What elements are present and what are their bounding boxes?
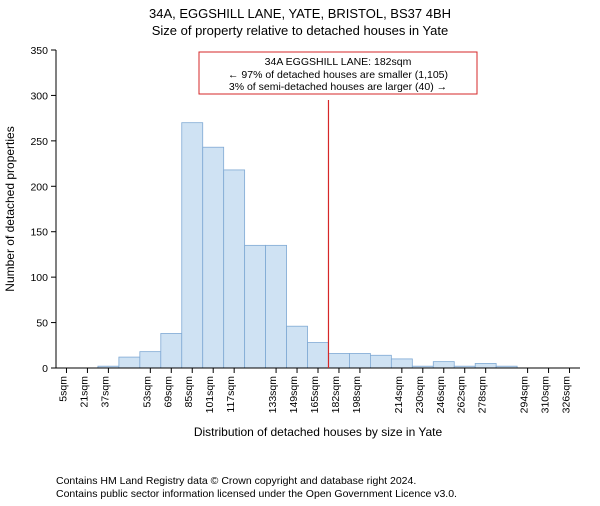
svg-text:101sqm: 101sqm — [204, 376, 216, 414]
histogram-chart: 0 50 100 150 200 250 300 350 Number of detached … — [0, 38, 600, 458]
svg-text:165sqm: 165sqm — [309, 376, 321, 414]
histogram-bar — [391, 359, 412, 368]
chart-titles: 34A, EGGSHILL LANE, YATE, BRISTOL, BS37 … — [0, 6, 600, 38]
svg-text:0: 0 — [42, 363, 48, 375]
svg-text:50: 50 — [36, 318, 48, 330]
svg-text:300: 300 — [30, 90, 48, 102]
svg-text:310sqm: 310sqm — [540, 376, 552, 414]
callout-line-1: 34A EGGSHILL LANE: 182sqm — [265, 56, 412, 68]
histogram-bar — [182, 123, 203, 368]
histogram-bar — [203, 147, 224, 368]
histogram-bar — [349, 353, 370, 368]
svg-text:230sqm: 230sqm — [414, 376, 426, 414]
histogram-bar — [370, 355, 391, 368]
title-sub: Size of property relative to detached ho… — [0, 23, 600, 38]
svg-text:Distribution of detached house: Distribution of detached houses by size … — [194, 425, 443, 439]
svg-text:117sqm: 117sqm — [225, 376, 237, 413]
svg-text:100: 100 — [30, 272, 48, 284]
svg-text:200: 200 — [30, 181, 48, 193]
histogram-bar — [140, 352, 161, 368]
histogram-bar — [266, 245, 287, 368]
svg-text:198sqm: 198sqm — [351, 376, 363, 414]
svg-text:69sqm: 69sqm — [162, 376, 174, 408]
svg-text:294sqm: 294sqm — [519, 376, 531, 414]
svg-text:214sqm: 214sqm — [393, 376, 405, 414]
svg-text:21sqm: 21sqm — [78, 376, 90, 408]
histogram-bar — [245, 245, 266, 368]
svg-text:246sqm: 246sqm — [435, 376, 447, 414]
title-main: 34A, EGGSHILL LANE, YATE, BRISTOL, BS37 … — [0, 6, 600, 21]
svg-text:53sqm: 53sqm — [141, 376, 153, 408]
svg-text:150: 150 — [30, 227, 48, 239]
histogram-bar — [308, 343, 329, 368]
callout-line-2: ← 97% of detached houses are smaller (1,… — [228, 69, 448, 81]
svg-text:250: 250 — [30, 136, 48, 148]
footer-line-1: Contains HM Land Registry data © Crown c… — [56, 475, 457, 489]
footer-attribution: Contains HM Land Registry data © Crown c… — [56, 475, 457, 502]
svg-text:133sqm: 133sqm — [267, 376, 279, 414]
svg-text:350: 350 — [30, 45, 48, 57]
histogram-bar — [224, 170, 245, 368]
svg-text:182sqm: 182sqm — [330, 376, 342, 414]
histogram-bar — [161, 333, 182, 368]
histogram-bar — [475, 363, 496, 368]
svg-text:326sqm: 326sqm — [561, 376, 573, 414]
svg-text:Number of detached properties: Number of detached properties — [3, 126, 17, 291]
histogram-bar — [328, 353, 349, 368]
svg-text:5sqm: 5sqm — [57, 376, 69, 402]
svg-text:149sqm: 149sqm — [288, 376, 300, 414]
histogram-bar — [287, 326, 308, 368]
svg-text:37sqm: 37sqm — [99, 376, 111, 408]
svg-text:85sqm: 85sqm — [183, 376, 195, 408]
histogram-bar — [433, 362, 454, 368]
svg-text:278sqm: 278sqm — [477, 376, 489, 414]
svg-text:262sqm: 262sqm — [456, 376, 468, 414]
histogram-bar — [119, 357, 140, 368]
callout-line-3: 3% of semi-detached houses are larger (4… — [229, 81, 447, 93]
